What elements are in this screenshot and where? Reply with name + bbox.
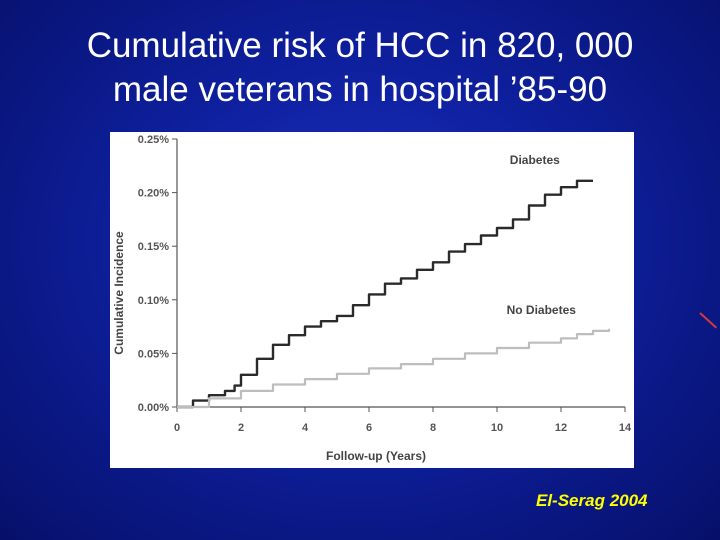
y-tick-label: 0.00%	[138, 402, 169, 414]
y-tick-label: 0.15%	[138, 241, 169, 253]
series-line-no-diabetes	[177, 328, 611, 409]
slide-title-line-1: Cumulative risk of HCC in 820, 000	[86, 26, 634, 65]
slide-title-line-2: male veterans in hospital ’85-90	[112, 70, 608, 109]
chart-series	[177, 179, 611, 409]
citation: El-Serag 2004	[536, 491, 648, 510]
x-tick-label: 4	[302, 422, 309, 434]
x-tick-label: 0	[174, 422, 180, 434]
y-tick-label: 0.25%	[138, 134, 169, 146]
chart-axes	[176, 139, 625, 408]
x-tick-label: 10	[491, 422, 503, 434]
cumulative-incidence-chart: 0.00% 0.05% 0.10% 0.15% 0.20% 0.25% 0 2 4 6 8 10 12 1…	[112, 134, 632, 463]
decorative-line	[699, 312, 718, 329]
slide-title: Cumulative risk of HCC in 820, 000 male …	[0, 24, 720, 112]
series-line-diabetes	[177, 179, 593, 409]
chart-panel: 0.00% 0.05% 0.10% 0.15% 0.20% 0.25% 0 2 4 6 8 10 12 1…	[110, 132, 634, 468]
y-axis-title: Cumulative Incidence	[112, 231, 126, 355]
x-tick-label: 2	[238, 422, 244, 434]
x-tick-label: 8	[430, 422, 436, 434]
series-label-diabetes: Diabetes	[510, 153, 560, 167]
chart-ticks: 0.00% 0.05% 0.10% 0.15% 0.20% 0.25% 0 2 4 6 8 10 12 1…	[138, 134, 632, 434]
series-label-no-diabetes: No Diabetes	[507, 303, 577, 317]
x-axis-title: Follow-up (Years)	[326, 449, 426, 463]
y-tick-label: 0.20%	[138, 188, 169, 200]
x-tick-label: 14	[619, 422, 632, 434]
x-tick-label: 6	[366, 422, 372, 434]
x-tick-label: 12	[555, 422, 567, 434]
y-tick-label: 0.10%	[138, 295, 169, 307]
chart-labels: Diabetes No Diabetes Follow-up (Years) Cumu…	[112, 153, 576, 463]
y-tick-label: 0.05%	[138, 348, 169, 360]
